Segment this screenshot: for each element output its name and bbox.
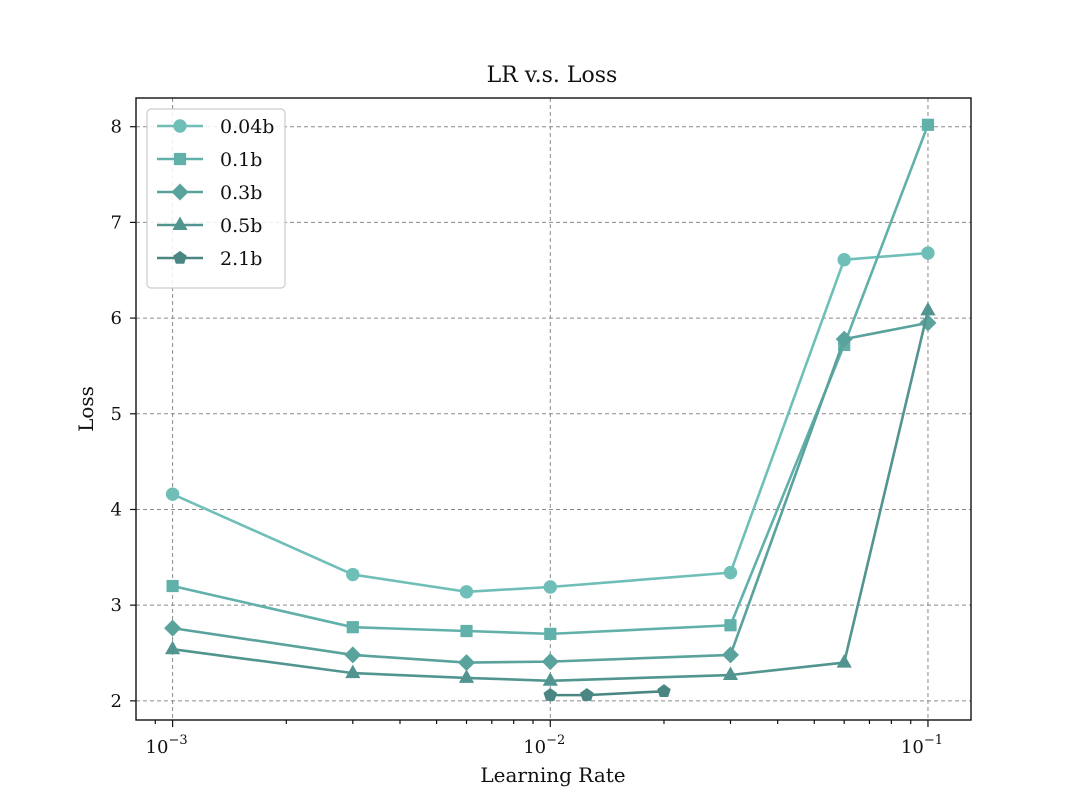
legend-entry: 0.1b (157, 149, 262, 171)
data-point (459, 585, 474, 599)
y-axis-label: Loss (74, 386, 98, 432)
legend-entry: 2.1b (157, 248, 262, 270)
plot-frame (135, 97, 972, 721)
series-layer (164, 118, 937, 701)
data-point (346, 621, 359, 634)
data-point (722, 666, 739, 681)
y-tick-label: 7 (111, 212, 122, 233)
data-point (346, 567, 360, 582)
legend: 0.04b 0.1b 0.3b 0.5b 2.1b (146, 108, 286, 289)
legend-label: 0.5b (220, 215, 262, 237)
data-point (166, 579, 179, 593)
data-point (460, 624, 473, 638)
data-point (164, 619, 182, 637)
data-point (723, 565, 738, 580)
legend-label: 0.1b (220, 149, 262, 171)
y-tick-label: 2 (111, 691, 122, 712)
data-point (164, 640, 181, 655)
x-axis-label: Learning Rate (480, 763, 625, 787)
data-point (580, 688, 594, 701)
y-tick-label: 5 (111, 404, 122, 425)
data-point (344, 646, 362, 664)
data-point (921, 246, 935, 260)
data-point (657, 684, 671, 698)
x-tick-label: 10−2 (523, 733, 565, 758)
legend-label: 0.3b (220, 182, 262, 204)
legend-label: 2.1b (220, 248, 262, 270)
x-tick-label: 10−3 (146, 733, 188, 758)
legend-marker (173, 119, 187, 133)
axes: 2 3 4 5 6 7 8 10−3 10−2 10−1 (111, 117, 943, 758)
data-point (345, 664, 361, 679)
legend-marker (173, 250, 187, 264)
data-point (543, 580, 557, 594)
data-point (920, 301, 936, 316)
data-point (543, 688, 558, 701)
data-point (837, 253, 851, 267)
legend-label: 0.04b (220, 116, 274, 138)
legend-marker (173, 152, 187, 166)
data-point (542, 672, 558, 686)
legend-entry: 0.5b (157, 215, 262, 237)
y-tick-label: 4 (111, 499, 122, 520)
data-point (721, 646, 739, 664)
data-point (836, 654, 852, 668)
data-point (457, 654, 476, 672)
y-tick-label: 6 (111, 308, 122, 329)
legend-entry: 0.04b (157, 116, 274, 138)
legend-marker (172, 216, 188, 230)
data-point (724, 619, 737, 632)
data-point (544, 627, 557, 640)
legend-entry: 0.3b (157, 182, 262, 204)
series-2.1b (543, 684, 671, 701)
series-line (550, 689, 665, 697)
data-point (541, 653, 559, 671)
data-point (458, 669, 475, 683)
x-tick-label: 10−1 (901, 733, 943, 758)
series-0.3b (164, 314, 937, 672)
data-point (165, 487, 180, 501)
data-point (835, 330, 853, 348)
y-tick-label: 3 (111, 595, 122, 616)
y-tick-label: 8 (111, 117, 122, 138)
grid (136, 98, 971, 720)
legend-marker (171, 183, 189, 201)
data-point (921, 118, 935, 131)
series-0.04b (165, 246, 935, 599)
chart-title: LR v.s. Loss (487, 63, 618, 88)
series-0.5b (164, 301, 936, 686)
